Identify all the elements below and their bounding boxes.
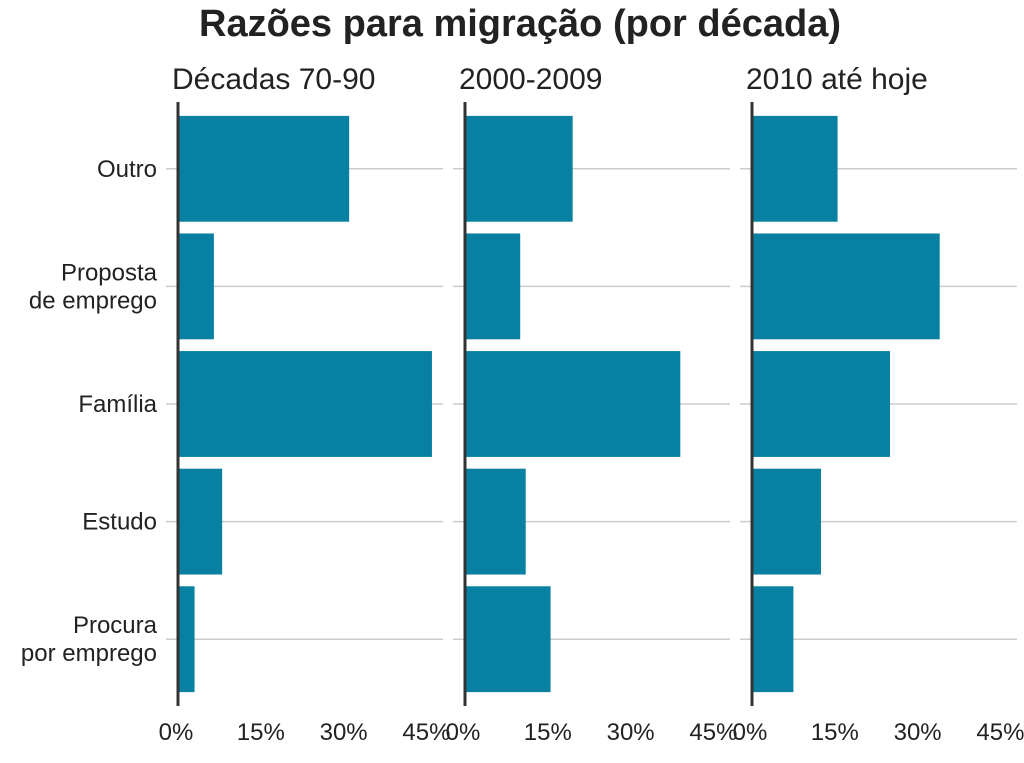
category-label: Família <box>78 391 157 418</box>
x-tick-label: 45% <box>976 719 1024 746</box>
x-tick-label: 45% <box>689 719 737 746</box>
panel-title: 2010 até hoje <box>746 63 928 96</box>
bar <box>178 468 223 575</box>
category-label: por emprego <box>21 640 157 667</box>
bar <box>178 586 195 693</box>
x-tick-label: 30% <box>894 719 942 746</box>
x-tick-label: 0% <box>446 719 481 746</box>
panel-title: 2000-2009 <box>459 63 602 96</box>
x-tick-label: 0% <box>733 719 768 746</box>
bar <box>752 351 891 457</box>
category-label: Estudo <box>82 509 157 536</box>
chart-title: Razões para migração (por década) <box>199 3 841 45</box>
bar <box>465 468 526 575</box>
panel-title: Décadas 70-90 <box>172 63 375 96</box>
bar <box>465 586 551 693</box>
x-tick-label: 15% <box>524 719 572 746</box>
panel: Décadas 70-90 0% 15% 30% 45% <box>159 63 451 746</box>
bar <box>465 351 681 457</box>
panel: 2000-2009 0% 15% 30% 45% <box>446 63 738 746</box>
x-tick-label: 30% <box>607 719 655 746</box>
x-tick-label: 45% <box>402 719 450 746</box>
bar <box>752 233 940 340</box>
x-tick-label: 30% <box>320 719 368 746</box>
bar <box>752 115 838 222</box>
chart-panels: Décadas 70-90 0% 15% 30% 45% 2000-2009 0% 15% 30… <box>159 63 1024 746</box>
x-tick-label: 15% <box>237 719 285 746</box>
bar <box>752 586 794 693</box>
bar <box>465 115 573 222</box>
x-tick-label: 0% <box>159 719 194 746</box>
bar <box>465 233 521 340</box>
category-label: Outro <box>97 156 157 183</box>
bar <box>752 468 822 575</box>
category-label: Proposta <box>61 259 158 286</box>
bar <box>178 115 350 222</box>
bar <box>178 233 214 340</box>
panel: 2010 até hoje 0% 15% 30% 45% <box>733 63 1024 746</box>
x-tick-label: 15% <box>811 719 859 746</box>
bar <box>178 351 432 457</box>
category-label: de emprego <box>29 287 157 314</box>
category-label: Procura <box>73 612 158 639</box>
